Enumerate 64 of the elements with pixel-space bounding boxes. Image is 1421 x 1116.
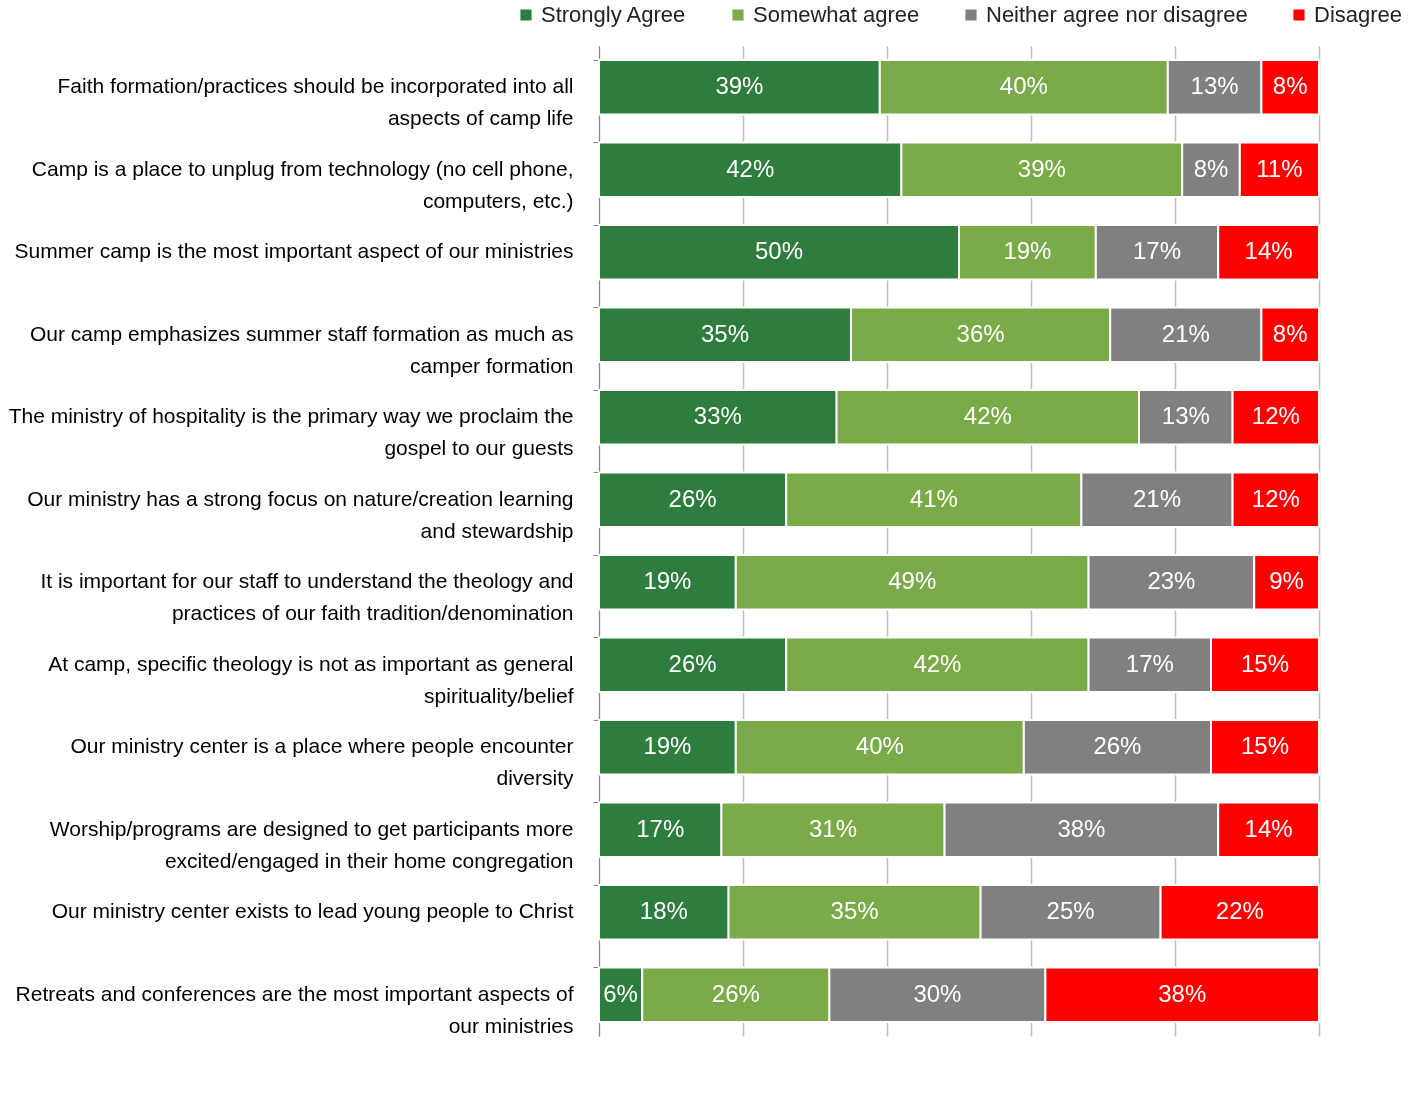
y-tick-label: Retreats and conferences are the most important aspects of our ministries	[15, 981, 574, 1037]
data-label: 14%	[1244, 237, 1293, 265]
data-label: 42%	[913, 649, 962, 677]
legend-label: Neither agree nor disagree	[986, 2, 1248, 27]
data-label: 8%	[1193, 154, 1229, 182]
data-label: 15%	[1240, 732, 1290, 760]
data-label: 41%	[909, 484, 958, 512]
data-label: 26%	[668, 649, 717, 677]
legend-label: Strongly Agree	[541, 2, 686, 27]
data-label: 13%	[1190, 72, 1239, 100]
data-label: 22%	[1215, 897, 1264, 925]
data-label: 35%	[700, 319, 750, 347]
data-label: 40%	[855, 732, 904, 760]
y-tick-label: The ministry of hospitality is the primary way we proclaim the gospel to our guests	[8, 404, 574, 460]
data-label: 12%	[1251, 484, 1300, 512]
data-label: 33%	[693, 402, 742, 430]
data-label: 19%	[643, 732, 692, 760]
y-tick-label: Faith formation/practices should be incorporated into all aspects of camp life	[57, 74, 574, 130]
data-label: 13%	[1161, 402, 1210, 430]
data-label: 36%	[956, 319, 1005, 347]
data-label: 19%	[1003, 237, 1052, 265]
data-label: 18%	[639, 897, 688, 925]
data-label: 31%	[808, 814, 858, 842]
data-label: 23%	[1147, 567, 1196, 595]
y-tick-label: It is important for our staff to understand the theology and practices of our faith tradition/denomination	[40, 569, 574, 625]
y-tick-label: Camp is a place to unplug from technology (no cell phone, computers, etc.)	[31, 156, 574, 212]
data-label: 8%	[1272, 72, 1308, 100]
y-tick-label: Summer camp is the most important aspect of our ministries	[14, 239, 574, 263]
data-label: 26%	[1093, 732, 1142, 760]
data-label: 39%	[1017, 154, 1066, 182]
data-label: 8%	[1272, 319, 1308, 347]
legend-label: Disagree	[1314, 2, 1403, 27]
data-label: 6%	[603, 979, 638, 1007]
data-label: 11%	[1256, 154, 1303, 182]
data-label: 21%	[1161, 319, 1210, 347]
legend-label: Somewhat agree	[753, 2, 920, 27]
y-tick-label: Worship/programs are designed to get participants more excited/engaged in their home congregation	[49, 816, 574, 872]
data-label: 40%	[999, 72, 1048, 100]
data-label: 25%	[1046, 897, 1095, 925]
data-label: 17%	[636, 814, 685, 842]
y-tick-label: At camp, specific theology is not as important as general spirituality/belief	[48, 651, 574, 707]
data-label: 12%	[1251, 402, 1300, 430]
data-label: 49%	[888, 567, 937, 595]
data-label: 26%	[668, 484, 717, 512]
data-label: 38%	[1158, 979, 1207, 1007]
data-label: 30%	[913, 979, 962, 1007]
data-label: 15%	[1240, 649, 1290, 677]
y-tick-label: Our camp emphasizes summer staff formation as much as camper formation	[30, 321, 574, 377]
data-label: 39%	[715, 72, 764, 100]
data-label: 21%	[1132, 484, 1182, 512]
data-label: 42%	[726, 154, 775, 182]
data-label: 35%	[830, 897, 879, 925]
data-label: 26%	[711, 979, 760, 1007]
data-label: 14%	[1244, 814, 1293, 842]
y-tick-label: Our ministry has a strong focus on nature/creation learning and stewardship	[27, 486, 574, 542]
y-tick-label: Our ministry center is a place where people encounter diversity	[70, 734, 574, 790]
data-label: 38%	[1057, 814, 1106, 842]
data-label: 17%	[1125, 649, 1174, 677]
y-tick-label: Our ministry center exists to lead young people to Christ	[51, 899, 574, 923]
data-label: 50%	[754, 237, 804, 265]
data-label: 17%	[1132, 237, 1182, 265]
data-label: 42%	[963, 402, 1012, 430]
data-label: 9%	[1269, 567, 1304, 595]
data-label: 19%	[643, 567, 692, 595]
